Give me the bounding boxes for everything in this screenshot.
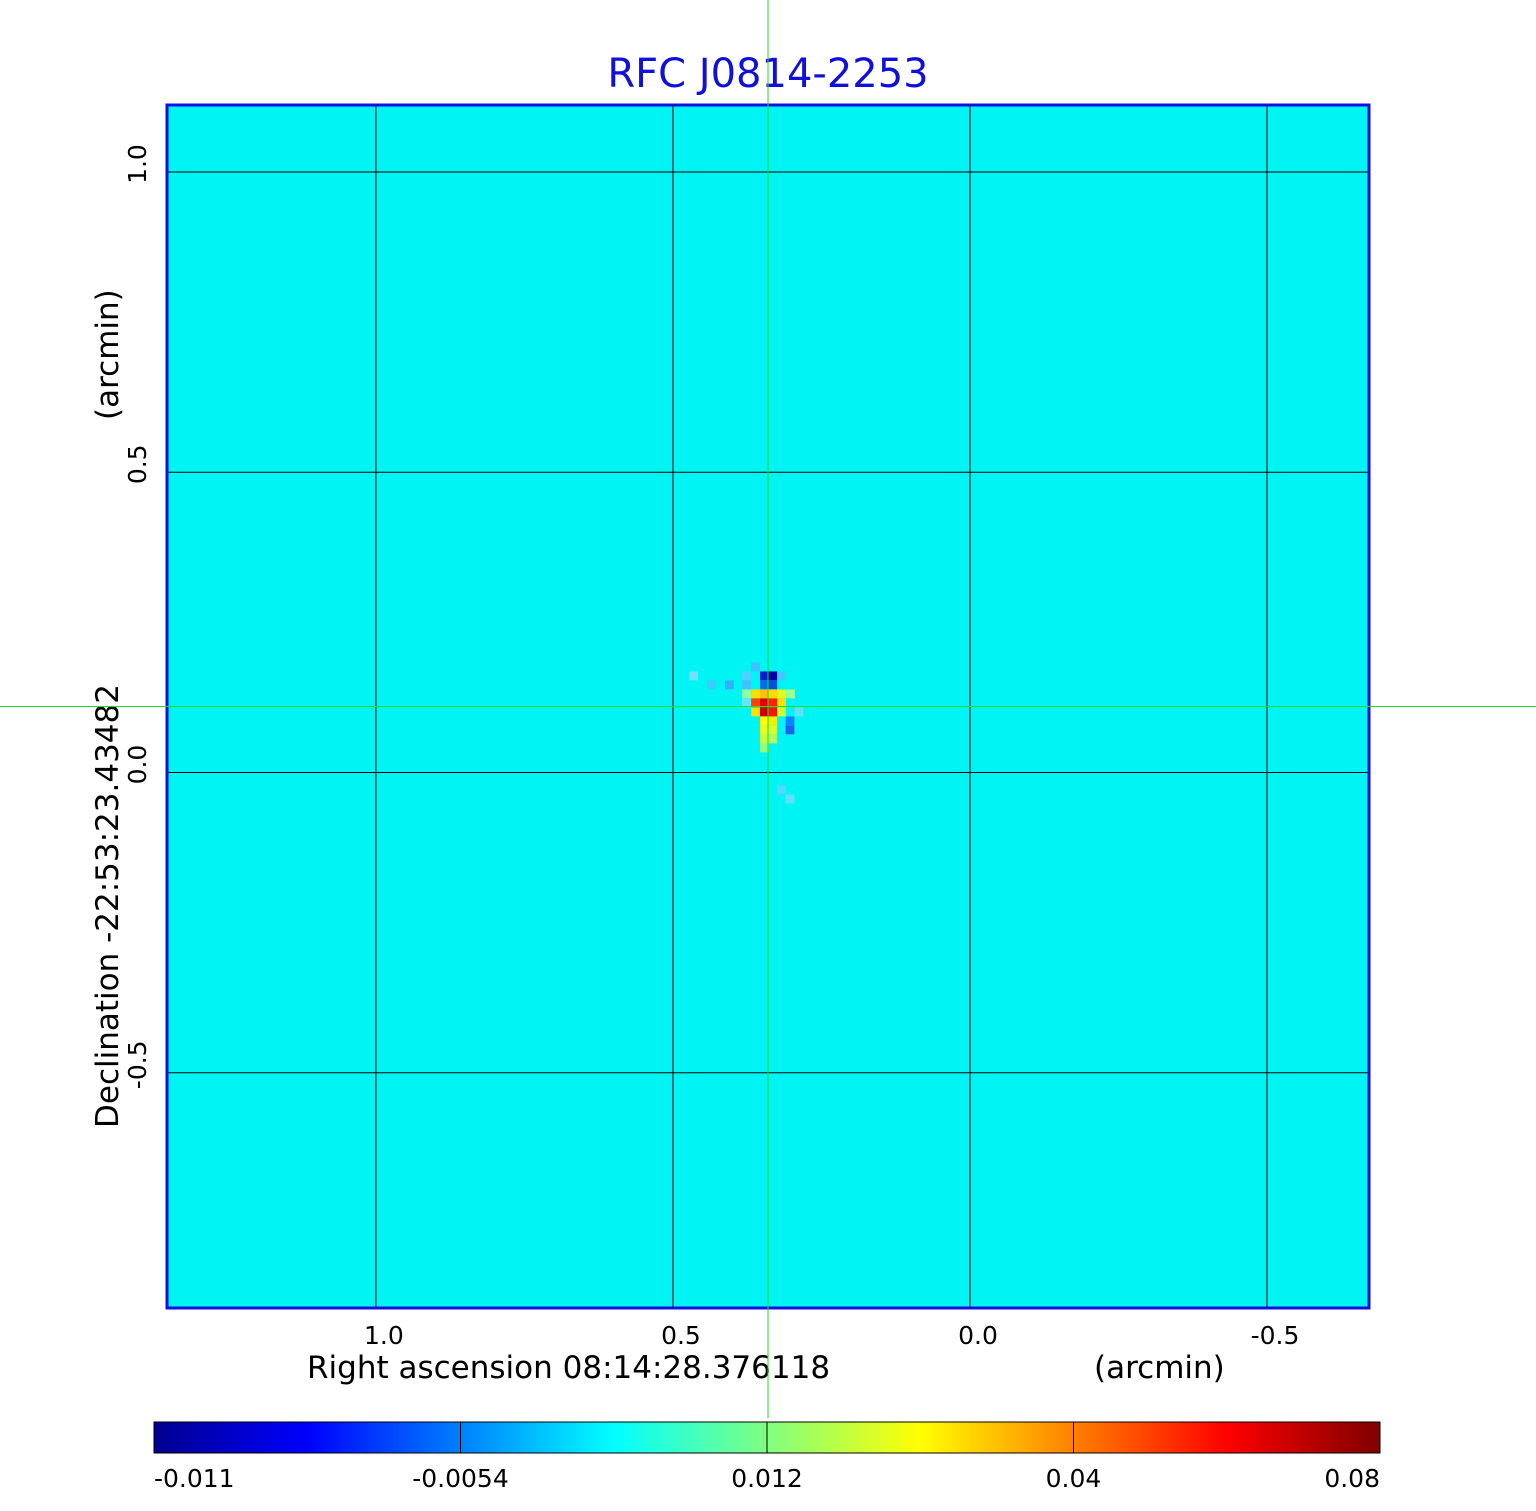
colorbar-tick-label-3: 0.04	[1046, 1464, 1102, 1493]
source-pixel-13	[760, 707, 769, 717]
source-pixel-10	[768, 698, 778, 708]
colorbar-tick-label-2: 0.012	[731, 1464, 803, 1493]
source-pixel-7	[777, 689, 787, 699]
source-pixel-26	[786, 689, 795, 699]
source-pixel-25	[742, 689, 752, 699]
source-pixel-35	[777, 785, 787, 795]
x-axis-unit: (arcmin)	[1094, 1350, 1225, 1386]
source-pixel-5	[760, 689, 769, 699]
source-pixel-11	[777, 698, 787, 708]
x-tick-label-1: 0.5	[661, 1321, 701, 1350]
x-tick-label-3: -0.5	[1251, 1321, 1300, 1350]
y-axis-label: Declination -22:53:23.43482	[90, 684, 126, 1128]
source-pixel-8	[751, 698, 760, 708]
colorbar-tick-label-4: 0.08	[1324, 1464, 1380, 1493]
source-pixel-19	[785, 725, 795, 735]
source-pixel-15	[777, 707, 787, 717]
crosshair	[0, 0, 1536, 1418]
source-pixel-0	[760, 671, 769, 681]
colorbar-tick-label-0: -0.011	[154, 1464, 235, 1493]
source-pixel-30	[689, 671, 699, 681]
source-pixel-3	[768, 680, 778, 690]
source-pixel-2	[760, 680, 769, 690]
source-pixel-28	[724, 680, 734, 690]
y-tick-label-2: 0.0	[123, 745, 152, 785]
source-pixel-16	[760, 716, 769, 726]
source-pixel-37	[742, 698, 752, 708]
y-tick-label-3: -0.5	[123, 1040, 152, 1089]
source-pixels	[689, 662, 804, 804]
source-pixel-12	[751, 707, 760, 717]
source-pixel-14	[768, 707, 778, 717]
source-pixel-18	[785, 716, 795, 726]
source-pixel-23	[768, 734, 778, 744]
source-pixel-27	[742, 680, 752, 690]
x-tick-labels: 1.0 0.5 0.0 -0.5	[364, 1321, 1299, 1350]
source-pixel-34	[794, 707, 804, 717]
source-pixel-17	[768, 716, 778, 726]
source-pixel-33	[777, 671, 787, 681]
source-pixel-29	[707, 680, 716, 690]
source-pixel-24	[760, 743, 769, 753]
source-pixel-6	[768, 689, 778, 699]
source-pixel-31	[751, 662, 760, 672]
source-pixel-20	[760, 725, 769, 735]
source-pixel-9	[760, 698, 769, 708]
source-pixel-21	[768, 725, 778, 735]
source-pixel-36	[785, 794, 795, 804]
colorbar-tick-labels: -0.011 -0.0054 0.012 0.04 0.08	[153, 1422, 1381, 1493]
y-tick-label-1: 0.5	[123, 444, 152, 484]
source-pixel-22	[760, 734, 769, 744]
y-axis-unit: (arcmin)	[90, 289, 126, 420]
source-pixel-32	[742, 671, 752, 681]
source-pixel-4	[751, 689, 760, 699]
x-axis-label: Right ascension 08:14:28.376118	[307, 1350, 830, 1386]
x-tick-label-0: 1.0	[364, 1321, 404, 1350]
y-tick-label-0: 1.0	[123, 144, 152, 184]
colorbar-tick-label-1: -0.0054	[412, 1464, 509, 1493]
x-tick-label-2: 0.0	[958, 1321, 998, 1350]
source-pixel-1	[768, 671, 778, 681]
y-tick-labels: 1.0 0.5 0.0 -0.5	[123, 144, 152, 1089]
